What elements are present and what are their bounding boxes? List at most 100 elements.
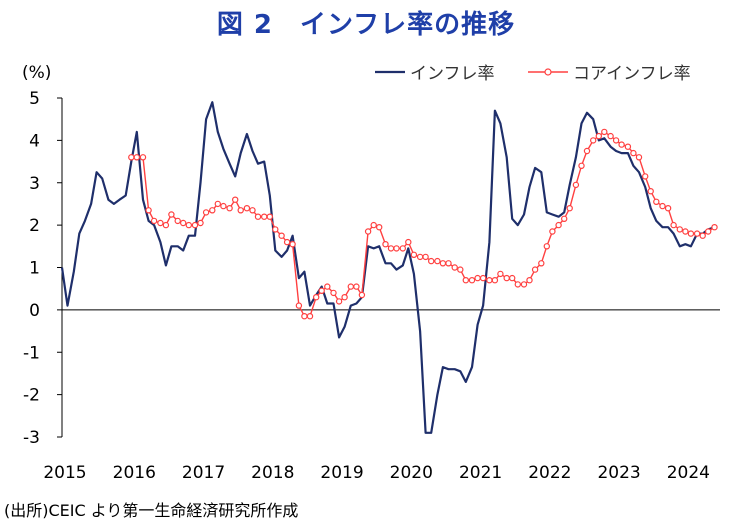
y-axis-ticks: 5 4 3 2 1 0 -1 -2 -3 [23, 89, 62, 448]
data-point [174, 217, 181, 225]
data-point [410, 251, 418, 258]
data-point [630, 149, 637, 157]
data-point [313, 294, 320, 301]
data-point [243, 204, 251, 212]
series-line-2 [131, 131, 715, 317]
series-line-1 [60, 101, 715, 434]
data-point [330, 289, 337, 297]
data-point [590, 137, 597, 144]
data-point [538, 260, 545, 267]
x-tick-label: 2018 [251, 463, 294, 483]
data-point [139, 154, 147, 161]
data-point [237, 207, 244, 214]
y-axis-unit-label: (%) [22, 63, 51, 83]
data-point [393, 245, 400, 252]
data-point [676, 226, 684, 233]
series-lines [60, 101, 718, 434]
data-point [272, 226, 279, 233]
data-point [220, 202, 227, 210]
data-point [503, 274, 510, 282]
data-point [687, 230, 695, 237]
data-point [387, 245, 395, 252]
data-point [474, 274, 481, 282]
data-point [145, 207, 152, 214]
data-point [653, 198, 660, 205]
legend-marker-2 [544, 68, 552, 76]
data-point [526, 277, 533, 284]
data-point [682, 228, 689, 235]
data-point [647, 187, 654, 195]
legend-label-2: コアインフレ率 [573, 64, 691, 84]
data-point [509, 274, 516, 282]
data-point [468, 277, 476, 284]
data-point [422, 253, 429, 261]
axes [61, 98, 720, 437]
data-point [618, 141, 625, 148]
data-point [457, 266, 464, 273]
y-tick-label: 3 [29, 174, 40, 194]
y-tick-label: 2 [29, 216, 40, 236]
data-point [347, 283, 354, 290]
data-point [324, 283, 331, 290]
data-point [254, 213, 262, 220]
data-point [157, 219, 164, 227]
data-point [266, 213, 273, 220]
data-point [301, 313, 308, 320]
data-point [549, 228, 556, 235]
x-axis-ticks: 2015 2016 2017 2018 2019 2020 2021 2022 2023 2024 [43, 463, 710, 483]
data-point [543, 243, 551, 250]
data-point [514, 281, 522, 288]
data-point [486, 277, 493, 284]
data-point [185, 221, 192, 229]
x-tick-label: 2015 [43, 463, 86, 483]
data-point [520, 281, 528, 288]
data-point [249, 207, 256, 214]
data-point [382, 240, 389, 248]
data-point [335, 298, 343, 305]
data-point [231, 196, 239, 203]
data-point [364, 228, 372, 235]
y-tick-label: 0 [29, 301, 40, 321]
data-point [659, 202, 666, 210]
data-point [341, 294, 348, 301]
data-point [439, 260, 447, 267]
y-tick-label: 5 [29, 89, 40, 109]
y-tick-label: -2 [23, 386, 40, 406]
data-point [578, 162, 585, 169]
data-point [214, 200, 221, 208]
data-point [462, 277, 469, 284]
data-point [607, 132, 614, 140]
data-point [399, 245, 406, 252]
data-point [318, 287, 325, 294]
x-tick-label: 2016 [113, 463, 156, 483]
data-point [128, 154, 135, 161]
data-point [670, 221, 677, 229]
data-point [642, 173, 649, 180]
y-tick-label: -1 [23, 343, 40, 363]
data-point [150, 217, 158, 225]
data-point [561, 215, 568, 222]
data-point [601, 128, 608, 136]
data-point [179, 219, 187, 227]
data-point [635, 154, 643, 161]
data-point [566, 204, 573, 212]
x-tick-label: 2024 [667, 463, 710, 483]
data-point [370, 221, 377, 229]
data-point [353, 283, 360, 290]
data-point [197, 219, 204, 227]
x-tick-label: 2019 [320, 463, 363, 483]
data-point [572, 181, 580, 189]
data-point [376, 223, 383, 231]
data-point [428, 257, 435, 265]
data-point [451, 264, 458, 271]
y-tick-label: 1 [29, 259, 40, 279]
source-note: (出所)CEIC より第一生命経済研究所作成 [4, 501, 299, 520]
data-point [226, 204, 233, 212]
legend: インフレ率 コアインフレ率 [375, 64, 691, 84]
data-point [202, 209, 210, 216]
data-point [555, 221, 562, 229]
data-point [479, 274, 487, 282]
data-point [358, 291, 366, 299]
data-point [209, 207, 216, 214]
